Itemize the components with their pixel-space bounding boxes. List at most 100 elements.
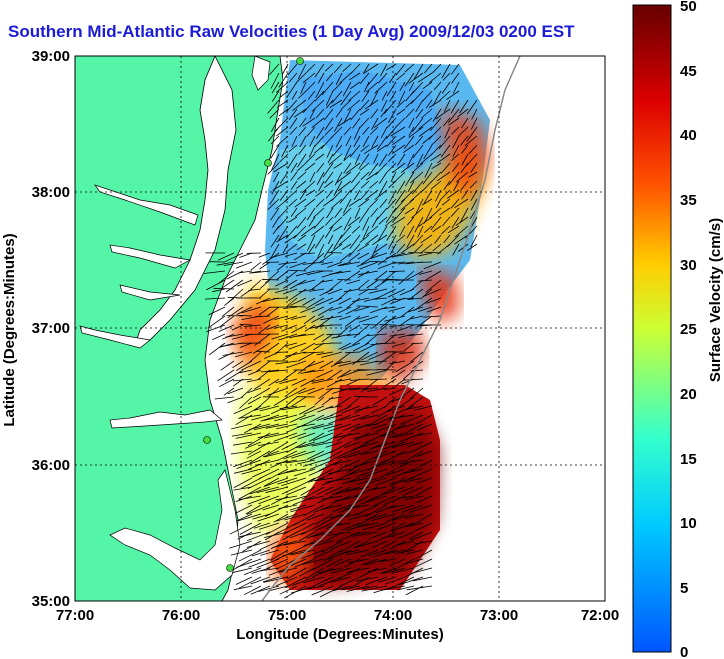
velocity-arrow: [348, 90, 361, 102]
velocity-arrow: [335, 378, 352, 383]
velocity-arrow: [410, 342, 424, 345]
velocity-arrow: [405, 108, 415, 119]
velocity-arrow: [422, 90, 433, 102]
velocity-arrow: [310, 324, 325, 329]
velocity-arrow: [414, 135, 424, 146]
velocity-arrow: [239, 342, 253, 348]
velocity-arrow: [290, 315, 307, 320]
velocity-arrow: [236, 558, 262, 568]
velocity-arrow: [306, 531, 325, 539]
velocity-arrow: [263, 576, 289, 583]
velocity-arrow: [276, 459, 298, 465]
velocity-arrow: [357, 279, 370, 290]
velocity-arrow: [364, 99, 379, 110]
velocity-arrow: [404, 72, 415, 87]
velocity-arrow: [297, 432, 316, 440]
velocity-arrow: [224, 369, 244, 382]
velocity-arrow: [287, 269, 307, 272]
velocity-arrow: [241, 477, 262, 489]
velocity-arrow: [203, 270, 226, 274]
velocity-arrow: [305, 567, 325, 580]
velocity-arrow: [373, 297, 388, 300]
velocity-arrow: [286, 81, 298, 97]
velocity-arrow: [235, 504, 253, 514]
velocity-arrow: [400, 504, 424, 513]
velocity-arrow: [259, 261, 271, 270]
velocity-arrow: [359, 288, 379, 291]
velocity-arrow: [371, 540, 388, 548]
velocity-arrow: [381, 297, 397, 306]
velocity-arrow: [281, 441, 298, 450]
velocity-arrow: [272, 297, 289, 299]
velocity-arrow: [284, 351, 307, 357]
velocity-arrow: [263, 315, 280, 324]
velocity-arrow: [297, 351, 316, 362]
velocity-arrow: [310, 468, 334, 482]
velocity-arrow: [329, 99, 343, 108]
velocity-arrow: [338, 234, 352, 246]
velocity-arrow: [266, 558, 289, 569]
velocity-arrow: [290, 585, 316, 594]
velocity-arrow: [441, 225, 451, 235]
velocity-arrow: [213, 287, 235, 290]
velocity-arrow: [314, 144, 325, 154]
velocity-arrow: [388, 144, 397, 156]
velocity-arrow: [418, 216, 433, 227]
velocity-arrow: [410, 315, 424, 320]
velocity-arrow: [260, 369, 280, 373]
velocity-arrow: [306, 450, 325, 460]
velocity-arrow: [325, 72, 334, 82]
velocity-arrow: [469, 180, 478, 189]
velocity-arrow: [353, 126, 361, 140]
velocity-arrow: [341, 342, 361, 351]
velocity-arrow: [252, 513, 271, 520]
velocity-arrow: [385, 513, 406, 523]
velocity-arrow: [290, 558, 307, 566]
velocity-arrow: [420, 234, 433, 244]
velocity-arrow: [334, 171, 343, 186]
velocity-arrow: [335, 108, 343, 118]
velocity-arrow: [389, 477, 415, 485]
velocity-arrow: [408, 72, 424, 84]
velocity-arrow: [423, 261, 442, 270]
velocity-arrow: [324, 117, 334, 131]
velocity-arrow: [253, 387, 271, 399]
velocity-arrow: [390, 171, 397, 182]
velocity-arrow: [379, 432, 397, 437]
velocity-arrow: [272, 216, 280, 229]
velocity-arrow: [416, 315, 433, 328]
velocity-arrow: [295, 333, 316, 337]
velocity-arrow: [278, 72, 289, 88]
velocity-arrow: [352, 360, 370, 363]
velocity-arrow: [256, 360, 271, 372]
velocity-arrow: [220, 360, 235, 371]
velocity-arrow: [261, 278, 280, 281]
velocity-arrow: [367, 567, 388, 573]
velocity-arrow: [375, 423, 397, 433]
velocity-arrow: [238, 549, 262, 562]
velocity-arrow: [412, 234, 424, 246]
velocity-arrow: [287, 360, 307, 368]
velocity-arrow: [383, 387, 397, 390]
velocity-arrow: [243, 567, 262, 576]
velocity-arrow: [286, 423, 307, 433]
velocity-arrow: [336, 432, 352, 442]
velocity-arrow: [356, 305, 379, 308]
velocity-arrow: [419, 243, 433, 254]
velocity-arrow: [383, 495, 406, 506]
velocity-arrow: [297, 531, 316, 542]
velocity-arrow: [400, 414, 424, 425]
velocity-arrow: [281, 405, 307, 411]
velocity-arrow: [311, 117, 325, 129]
velocity-arrow: [223, 261, 244, 266]
velocity-arrow: [326, 387, 343, 390]
velocity-arrow: [276, 522, 298, 535]
velocity-arrow: [444, 126, 451, 139]
velocity-arrow: [221, 306, 235, 317]
velocity-arrow: [422, 288, 442, 298]
velocity-arrow: [386, 81, 397, 97]
velocity-arrow: [408, 126, 424, 139]
velocity-arrow: [448, 117, 460, 126]
velocity-arrow: [379, 468, 397, 479]
